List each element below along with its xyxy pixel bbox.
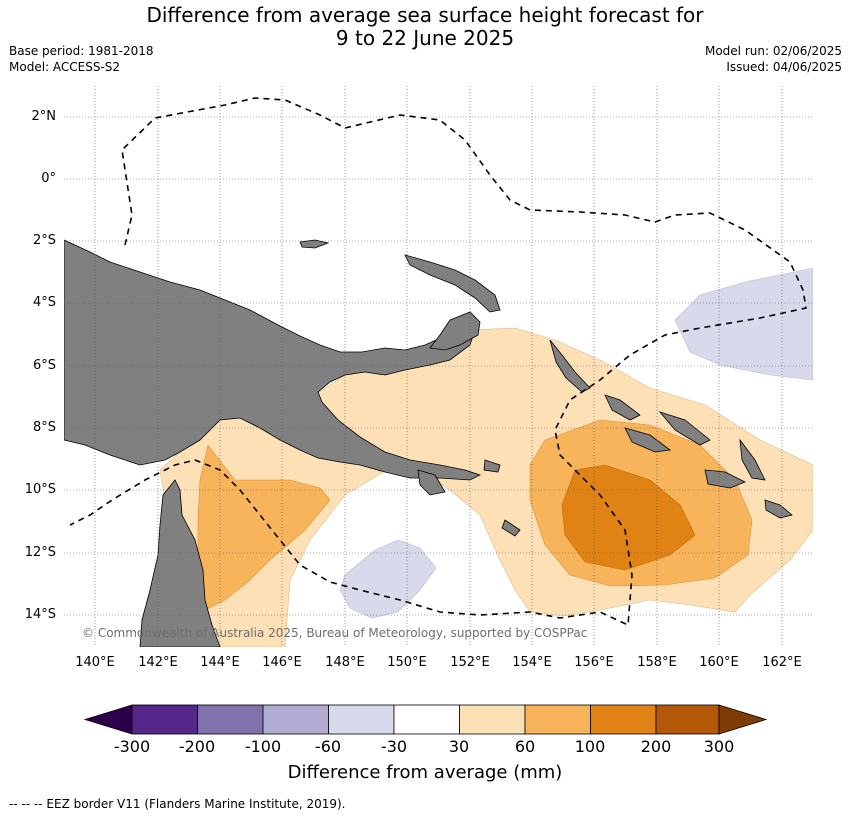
solomon-island-2 xyxy=(658,411,711,446)
lon-label-150e: 150°E xyxy=(387,655,427,670)
bougainville-island xyxy=(549,339,591,393)
lat-label-4s: 4°S xyxy=(32,295,56,310)
eez-border-line xyxy=(69,97,807,627)
title-line-1: Difference from average sea surface heig… xyxy=(146,3,704,27)
colorbar-tick-100: 100 xyxy=(574,737,606,756)
lon-label-146e: 146°E xyxy=(262,655,302,670)
lon-label-148e: 148°E xyxy=(325,655,365,670)
model-text: Model: ACCESS-S2 xyxy=(9,60,121,74)
colorbar-bin-neg30-30 xyxy=(393,704,460,735)
lon-label-160e: 160°E xyxy=(699,655,739,670)
colorbar-title: Difference from average (mm) xyxy=(287,762,563,783)
colorbar-bin-100-200 xyxy=(590,704,657,735)
cape-york-land xyxy=(139,479,221,647)
colorbar-bin-neg60-neg30 xyxy=(328,704,395,735)
lon-label-162e: 162°E xyxy=(762,655,802,670)
colorbar-tick-200: 200 xyxy=(640,737,672,756)
colorbar-bin-neg100-neg60 xyxy=(262,704,329,735)
lon-label-144e: 144°E xyxy=(200,655,240,670)
solomon-island-5 xyxy=(704,469,746,489)
lon-label-140e: 140°E xyxy=(75,655,115,670)
colorbar-bin-60-100 xyxy=(524,704,591,735)
solomon-island-3 xyxy=(624,427,672,453)
colorbar-tick-30: 30 xyxy=(448,737,470,756)
colorbar-bin-neg300-neg200 xyxy=(131,704,198,735)
anomaly-100-200-region xyxy=(561,464,696,571)
colorbar-tick-neg300: -300 xyxy=(113,737,151,756)
anomaly-neg30-neg60-region-east xyxy=(674,267,813,381)
meta-left: Base period: 1981-2018 Model: ACCESS-S2 xyxy=(9,43,154,75)
lat-label-14s: 14°S xyxy=(24,607,56,622)
new-britain-land xyxy=(429,311,481,351)
map-title: Difference from average sea surface heig… xyxy=(0,4,850,50)
lon-label-156e: 156°E xyxy=(574,655,614,670)
lon-label-142e: 142°E xyxy=(138,655,178,670)
colorbar-tick-60: 60 xyxy=(514,737,536,756)
louisiade-islands xyxy=(483,459,521,537)
title-line-2: 9 to 22 June 2025 xyxy=(335,26,515,50)
copyright-text: © Commonwealth of Australia 2025, Bureau… xyxy=(82,626,588,640)
lat-label-10s: 10°S xyxy=(24,482,56,497)
colorbar-tick-neg60: -60 xyxy=(314,737,342,756)
lat-label-8s: 8°S xyxy=(32,420,56,435)
issued-text: Issued: 04/06/2025 xyxy=(726,60,842,74)
meta-right: Model run: 02/06/2025 Issued: 04/06/2025 xyxy=(705,43,842,75)
colorbar-min-arrow xyxy=(83,704,133,735)
solomon-island-4 xyxy=(739,438,766,481)
colorbar-tick-neg200: -200 xyxy=(178,737,216,756)
gridlines xyxy=(64,86,813,647)
dentrecasteaux-islands xyxy=(417,469,446,496)
colorbar-bin-neg200-neg100 xyxy=(197,704,264,735)
colorbar-bin-200-300 xyxy=(655,704,720,735)
lon-label-152e: 152°E xyxy=(450,655,490,670)
lat-label-2s: 2°S xyxy=(32,233,56,248)
colorbar-tick-neg30: -30 xyxy=(380,737,408,756)
anomaly-60-100-region-west xyxy=(197,444,331,611)
colorbar xyxy=(83,704,768,735)
new-guinea-land xyxy=(64,239,482,481)
solomon-island-6 xyxy=(764,499,793,519)
colorbar-bin-30-60 xyxy=(459,704,526,735)
lat-label-0: 0° xyxy=(41,171,56,186)
colorbar-tick-neg100: -100 xyxy=(244,737,282,756)
model-run-text: Model run: 02/06/2025 xyxy=(704,44,842,58)
lon-label-158e: 158°E xyxy=(637,655,677,670)
solomon-island-1 xyxy=(604,394,641,421)
lon-label-154e: 154°E xyxy=(512,655,552,670)
base-period-text: Base period: 1981-2018 xyxy=(9,44,154,58)
colorbar-max-arrow xyxy=(718,704,768,735)
lat-label-6s: 6°S xyxy=(32,358,56,373)
lat-label-12s: 12°S xyxy=(24,545,56,560)
lat-label-2n: 2°N xyxy=(31,109,57,124)
anomaly-neg30-neg60-region-south xyxy=(339,539,437,619)
eez-legend-note: -- -- -- EEZ border V11 (Flanders Marine… xyxy=(9,797,346,811)
colorbar-tick-300: 300 xyxy=(703,737,735,756)
new-ireland-land xyxy=(404,254,501,313)
manus-island xyxy=(299,239,330,249)
